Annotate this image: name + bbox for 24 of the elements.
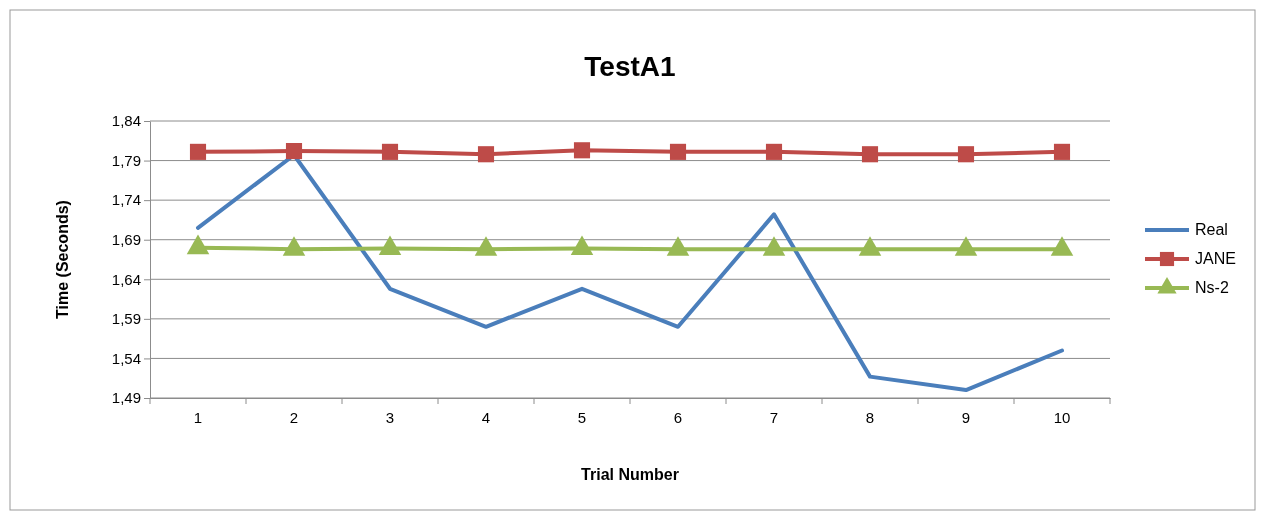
x-tick-label: 4 — [481, 408, 491, 426]
y-axis-title: Time (Seconds) — [54, 200, 71, 319]
legend-label: Real — [1195, 221, 1228, 238]
y-tick-label: 1,64 — [111, 270, 141, 288]
x-tick-label: 9 — [961, 408, 971, 426]
y-tick-label: 1,59 — [111, 310, 141, 328]
chart-title: TestA1 — [584, 51, 676, 82]
x-tick-label: 2 — [289, 408, 299, 426]
legend-label: Ns-2 — [1195, 279, 1229, 296]
x-tick-label: 6 — [673, 408, 683, 426]
y-tick-label: 1,79 — [111, 151, 141, 169]
x-tick-label: 8 — [865, 408, 875, 426]
x-axis-title: Trial Number — [581, 466, 679, 483]
x-tick-label: 3 — [385, 408, 395, 426]
y-tick-label: 1,84 — [111, 112, 141, 130]
x-tick-label: 10 — [1053, 408, 1071, 426]
x-tick-label: 1 — [193, 408, 203, 426]
x-tick-label: 7 — [769, 408, 779, 426]
x-tick-label: 5 — [577, 408, 587, 426]
y-tick-label: 1,74 — [111, 191, 141, 209]
y-tick-label: 1,54 — [111, 349, 141, 367]
y-tick-label: 1,49 — [111, 389, 141, 407]
y-tick-label: 1,69 — [111, 231, 141, 249]
legend-label: JANE — [1195, 250, 1236, 267]
